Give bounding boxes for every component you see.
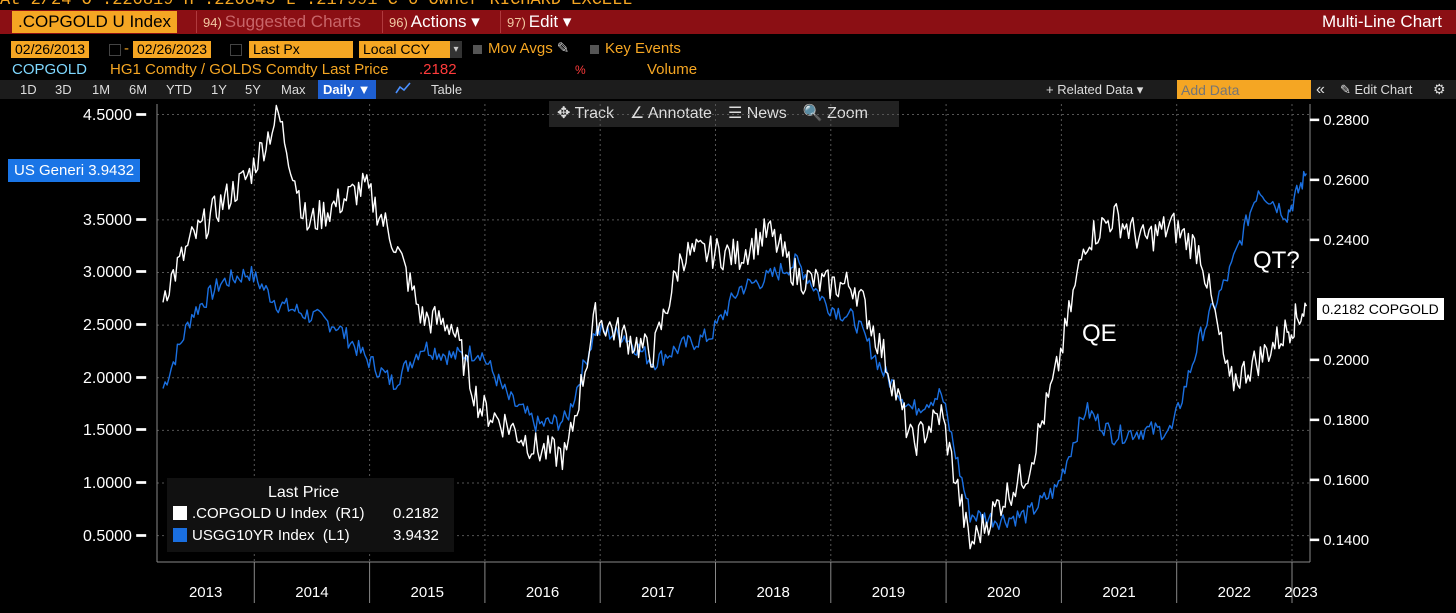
key-events-toggle[interactable]: Key Events	[590, 40, 681, 58]
y-tick-left: 3.0000 ━	[82, 264, 146, 282]
x-tick-label: 2019	[871, 584, 906, 601]
period-6m[interactable]: 6M	[129, 82, 148, 97]
chart-tools-bar: ✥ Track ∠ Annotate ☰ News 🔍 Zoom	[549, 101, 899, 127]
price-field-select[interactable]: Last Px	[249, 41, 353, 58]
y-tick-left: 2.0000 ━	[82, 369, 146, 387]
series-line-us10y	[162, 170, 1307, 531]
suggested-charts-menu[interactable]: 94) Suggested Charts	[196, 11, 367, 33]
gear-icon[interactable]: ⚙	[1433, 81, 1446, 97]
chart-name: Multi-Line Chart	[1322, 12, 1442, 31]
legend-swatch-copgold	[173, 506, 187, 520]
y-tick-left: 3.5000 ━	[82, 211, 146, 229]
y-tick-right: ━ 0.1600	[1310, 471, 1370, 489]
edit-chart-button[interactable]: ✎ Edit Chart	[1340, 82, 1413, 97]
series-description: HG1 Comdty / GOLDS Comdty Last Price	[110, 61, 389, 78]
x-tick-label: 2013	[188, 584, 223, 601]
percent-change: %	[575, 63, 586, 77]
x-tick-label: 2017	[641, 584, 675, 601]
mov-avgs-toggle[interactable]: Mov Avgs ✎	[473, 40, 569, 58]
news-tool[interactable]: ☰ News	[727, 105, 787, 122]
legend-swatch-us10y	[173, 528, 187, 542]
legend-value-copgold: 0.2182	[393, 505, 439, 522]
period-1m[interactable]: 1M	[92, 82, 111, 97]
menu-number: 94)	[203, 15, 222, 30]
period-3d[interactable]: 3D	[55, 82, 72, 97]
legend-title: Last Price	[268, 484, 340, 501]
line-chart-icon[interactable]	[386, 80, 420, 99]
frequency-select[interactable]: Daily ▼	[318, 80, 376, 99]
y-tick-right: ━ 0.1800	[1310, 411, 1370, 429]
x-tick-label: 2015	[410, 584, 444, 601]
period-5y[interactable]: 5Y	[245, 82, 261, 97]
x-tick-label: 2014	[295, 584, 329, 601]
x-tick-label: 2021	[1102, 584, 1136, 601]
series-line-copgold	[162, 104, 1308, 550]
period-1y[interactable]: 1Y	[211, 82, 227, 97]
grid	[157, 104, 1310, 562]
collapse-icon[interactable]: «	[1316, 81, 1325, 98]
chevron-down-icon[interactable]: ▾	[450, 41, 462, 58]
y-tick-right: ━ 0.2000	[1310, 351, 1370, 369]
ticker-label: COPGOLD	[12, 61, 88, 78]
y-tick-right: ━ 0.2400	[1310, 232, 1370, 250]
currency-select[interactable]: Local CCY	[359, 41, 457, 58]
legend-label-us10y: USGG10YR Index (L1)	[192, 527, 350, 544]
last-value: .2182	[419, 61, 457, 78]
menu-number: 96)	[389, 15, 408, 30]
calendar-icon[interactable]	[109, 44, 121, 56]
x-tick-label: 2022	[1217, 584, 1252, 601]
y-tick-right: ━ 0.1400	[1310, 531, 1370, 549]
menu-label: Suggested Charts	[224, 12, 361, 31]
y-tick-left: 1.5000 ━	[82, 422, 146, 440]
menu-number: 97)	[507, 15, 526, 30]
security-field[interactable]: .COPGOLD U Index	[12, 11, 178, 33]
pencil-icon[interactable]: ✎	[556, 40, 570, 57]
add-data-input[interactable]	[1177, 80, 1311, 99]
period-1d[interactable]: 1D	[20, 82, 37, 97]
mov-avgs-label: Mov Avgs	[488, 40, 553, 57]
menu-label: Actions ▾	[410, 12, 480, 31]
period-max[interactable]: Max	[281, 82, 306, 97]
annotation-qe: QE	[1082, 320, 1117, 347]
edit-menu[interactable]: 97) Edit ▾	[500, 11, 577, 33]
quote-line-text: At 2/24 O .220819 H .220845 L .217991 C …	[0, 0, 633, 10]
calendar-icon[interactable]	[230, 44, 242, 56]
chart-legend: Last Price .COPGOLD U Index (R1) 0.2182 …	[167, 478, 454, 552]
key-events-label: Key Events	[605, 40, 681, 57]
checkbox-icon[interactable]	[590, 44, 599, 54]
x-tick-label: 2016	[525, 584, 560, 601]
period-ytd[interactable]: YTD	[166, 82, 192, 97]
checkbox-icon[interactable]	[473, 44, 482, 54]
left-last-value-tag: US Generi 3.9432	[8, 159, 141, 182]
date-separator: -	[124, 40, 129, 57]
related-data-button[interactable]: + Related Data ▾	[1046, 82, 1144, 97]
volume-label: Volume	[647, 61, 698, 78]
x-tick-label: 2020	[987, 584, 1021, 601]
y-tick-right: ━ 0.2800	[1310, 112, 1370, 130]
series-layer	[162, 104, 1308, 550]
title-bar	[0, 10, 1456, 34]
legend-label-copgold: .COPGOLD U Index (R1)	[192, 505, 365, 522]
y-tick-left: 2.5000 ━	[82, 317, 146, 335]
annotation-qt: QT?	[1253, 247, 1300, 274]
legend-value-us10y: 3.9432	[393, 527, 439, 544]
actions-menu[interactable]: 96) Actions ▾	[382, 11, 486, 33]
end-date-field[interactable]: 02/26/2023	[133, 41, 212, 58]
zoom-tool[interactable]: 🔍 Zoom	[802, 105, 868, 122]
x-tick-label: 2018	[756, 584, 790, 601]
y-tick-left: 0.5000 ━	[82, 527, 146, 545]
right-last-value-tag: 0.2182 COPGOLD	[1317, 298, 1444, 320]
x-tick-label: 2023	[1284, 584, 1318, 601]
menu-label: Edit ▾	[528, 12, 572, 31]
start-date-field[interactable]: 02/26/2013	[11, 41, 90, 58]
quote-line: At 2/24 O .220819 H .220845 L .217991 C …	[0, 0, 1456, 10]
annotate-tool[interactable]: ∠ Annotate	[629, 105, 712, 122]
y-tick-left: 4.5000 ━	[82, 106, 146, 124]
axes	[156, 104, 1311, 563]
table-button[interactable]: Table	[431, 82, 463, 97]
y-tick-right: ━ 0.2600	[1310, 172, 1370, 190]
y-tick-left: 1.0000 ━	[82, 475, 146, 493]
x-ticks	[253, 562, 1293, 603]
